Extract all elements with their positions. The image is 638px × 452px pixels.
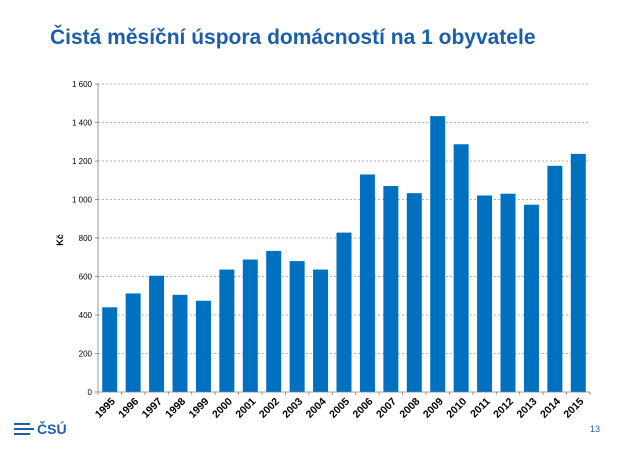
bar-2001 [242,259,258,392]
x-tick-label: 2007 [374,396,399,421]
bar-2007 [383,186,399,392]
bar-2009 [430,116,446,393]
x-tick-label: 2015 [561,396,586,421]
x-tick-label: 2001 [233,396,258,421]
y-tick-label: 400 [79,311,93,320]
bar-2004 [313,269,329,392]
y-tick-label: 1 000 [72,196,93,205]
bar-2005 [336,232,352,392]
bar-1997 [149,275,165,392]
bar-2012 [500,193,516,392]
x-tick-label: 1995 [93,396,118,421]
x-tick-label: 2003 [280,396,305,421]
x-tick-label: 2000 [210,396,235,421]
x-tick-label: 2009 [421,396,446,421]
bar-2000 [219,269,235,392]
y-tick-label: 800 [79,234,93,243]
y-axis-label: Kč [55,234,65,246]
y-tick-labels: 0 200 400 600 800 1 000 1 200 1 400 1 600 [72,80,93,397]
csu-logo: ČSÚ [14,418,84,440]
page-number: 13 [590,424,601,434]
y-tick-label: 0 [88,388,93,397]
x-tick-label: 2002 [257,396,282,421]
bar-1995 [102,307,118,392]
x-tick-label: 2010 [444,396,469,421]
bar-2008 [406,193,422,392]
page-title: Čistá měsíční úspora domácností na 1 oby… [50,26,536,49]
bar-2002 [266,250,282,392]
x-tick-labels: 1995199619971998199920002001200220032004… [93,396,587,421]
bar-2013 [523,204,539,392]
x-tick-label: 2004 [304,396,329,421]
x-tick-label: 1999 [187,396,212,421]
bar-2015 [570,153,586,392]
bar-2006 [359,174,375,392]
logo-lines-icon [14,423,34,435]
logo-text: ČSÚ [37,421,67,437]
bars [102,116,586,393]
bar-2011 [477,195,493,392]
y-tick-label: 600 [79,273,93,282]
x-tick-label: 1998 [163,396,188,421]
x-tick-label: 2011 [468,396,493,421]
x-tick-label: 2013 [515,396,540,421]
y-tick-label: 1 400 [72,119,93,128]
x-tick-label: 2006 [351,396,376,421]
x-tick-label: 2012 [491,396,516,421]
bar-2003 [289,261,305,392]
axes [95,83,591,395]
x-tick-label: 2014 [538,396,563,421]
bar-2010 [453,144,469,392]
x-tick-label: 2005 [327,396,352,421]
y-tick-label: 1 600 [72,80,93,89]
y-tick-label: 1 200 [72,157,93,166]
bar-1996 [125,293,141,392]
x-tick-label: 2008 [397,396,422,421]
bar-2014 [547,165,563,392]
y-tick-label: 200 [79,350,93,359]
x-tick-label: 1996 [116,396,141,421]
bar-1998 [172,294,188,392]
bar-1999 [195,300,211,392]
x-tick-label: 1997 [140,396,165,421]
